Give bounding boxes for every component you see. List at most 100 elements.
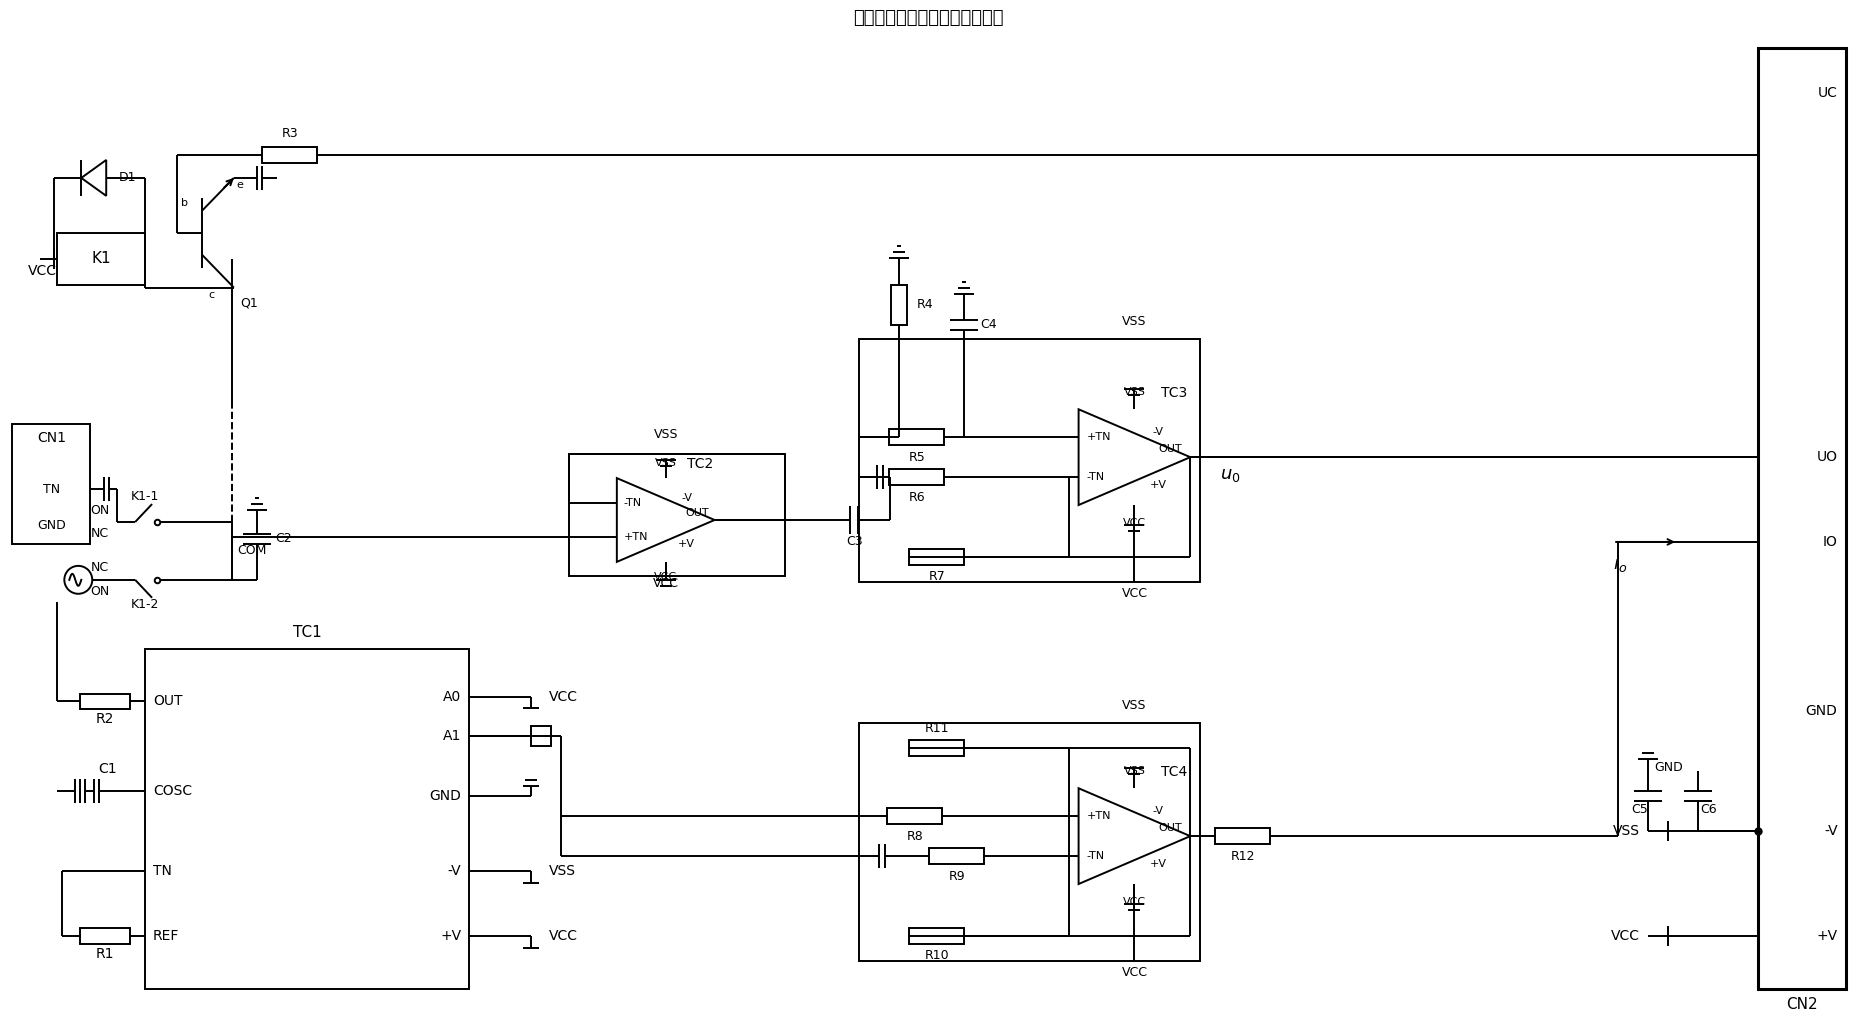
Bar [1215,828,1269,844]
Text: R11: R11 [924,722,948,735]
Text: VSS: VSS [549,864,575,878]
Text: VCC: VCC [1610,929,1640,943]
Text: +TN: +TN [1085,432,1111,443]
Text: VCC: VCC [549,929,577,943]
Text: R4: R4 [916,298,933,311]
Text: R3: R3 [282,127,299,139]
Text: +V: +V [1150,480,1167,490]
Text: IO: IO [1822,535,1836,549]
Text: TC4: TC4 [1161,766,1187,779]
Text: R7: R7 [928,571,944,583]
Bar [909,928,963,944]
Text: +V: +V [1150,859,1167,869]
Text: R10: R10 [924,949,948,962]
Text: c: c [210,290,215,299]
Text: VCC: VCC [28,263,56,278]
Text: -V: -V [1823,825,1836,838]
Text: K1: K1 [91,251,111,266]
Text: 远距离自检式振动信号变送电路: 远距离自检式振动信号变送电路 [851,9,1004,27]
Text: NC: NC [91,561,109,575]
Text: K1-2: K1-2 [132,599,160,611]
Text: +V: +V [677,540,696,549]
Text: CN2: CN2 [1785,997,1816,1012]
Text: TC1: TC1 [293,625,321,640]
Text: +TN: +TN [623,533,647,543]
Text: -V: -V [1152,426,1163,437]
Text: -TN: -TN [1085,472,1104,482]
Text: VCC: VCC [1122,518,1145,527]
Text: -TN: -TN [1085,851,1104,861]
Bar [909,549,963,565]
Bar [929,848,983,864]
Text: COSC: COSC [152,784,193,799]
Text: R2: R2 [96,712,115,727]
Text: Q1: Q1 [239,296,258,309]
Text: TN: TN [152,864,173,878]
Text: -V: -V [681,492,692,503]
Text: TN: TN [43,483,59,495]
Text: UO: UO [1816,450,1836,464]
Text: OUT: OUT [1158,824,1182,833]
Text: C4: C4 [979,318,996,331]
Text: +V: +V [1816,929,1836,943]
Bar [1757,49,1844,989]
Text: VSS: VSS [1122,766,1145,776]
Bar [909,740,963,756]
Bar [859,723,1200,961]
Text: C6: C6 [1699,803,1716,815]
Text: VSS: VSS [1122,387,1145,396]
Text: +TN: +TN [1085,811,1111,821]
Text: GND: GND [1653,761,1682,774]
Bar [13,424,91,544]
Text: -TN: -TN [623,497,642,508]
Text: R1: R1 [96,946,115,961]
Text: VCC: VCC [1122,897,1145,906]
Text: A0: A0 [443,689,462,704]
Text: D1: D1 [119,171,137,185]
Bar [145,649,469,989]
Bar [531,727,551,746]
Text: OUT: OUT [684,508,709,518]
Bar [58,233,145,285]
Text: GND: GND [1805,705,1836,718]
Text: GND: GND [429,789,462,803]
Bar [889,470,944,485]
Text: GND: GND [37,519,65,533]
Text: UC: UC [1816,86,1836,100]
Text: $u_0$: $u_0$ [1219,466,1241,484]
Text: COM: COM [237,545,265,557]
Text: -V: -V [1152,806,1163,815]
Text: R8: R8 [907,830,924,843]
Text: -V: -V [447,864,462,878]
Text: REF: REF [152,929,180,943]
Text: NC: NC [91,527,109,541]
Bar [887,808,942,825]
Text: R5: R5 [909,451,926,463]
Text: ON: ON [89,585,109,599]
Text: C3: C3 [846,536,863,548]
Bar [80,694,130,709]
Text: K1-1: K1-1 [132,489,160,503]
Text: VCC: VCC [653,572,677,582]
Text: VCC: VCC [549,689,577,704]
Text: VCC: VCC [1120,587,1146,601]
Text: VCC: VCC [653,577,679,590]
Text: b: b [180,198,187,207]
Bar [262,147,317,163]
Text: TC3: TC3 [1161,386,1187,400]
Text: VSS: VSS [1122,699,1146,712]
Bar [890,285,907,324]
Text: R12: R12 [1230,849,1254,863]
Bar [569,454,785,576]
Text: VSS: VSS [655,458,677,467]
Bar [889,429,944,445]
Text: TC2: TC2 [686,457,714,472]
Text: VSS: VSS [1122,315,1146,328]
Text: R6: R6 [909,490,926,504]
Bar [859,340,1200,582]
Text: VSS: VSS [653,427,677,441]
Text: VCC: VCC [1120,966,1146,979]
Text: ON: ON [89,504,109,517]
Text: C2: C2 [275,533,291,546]
Text: C1: C1 [98,763,117,776]
